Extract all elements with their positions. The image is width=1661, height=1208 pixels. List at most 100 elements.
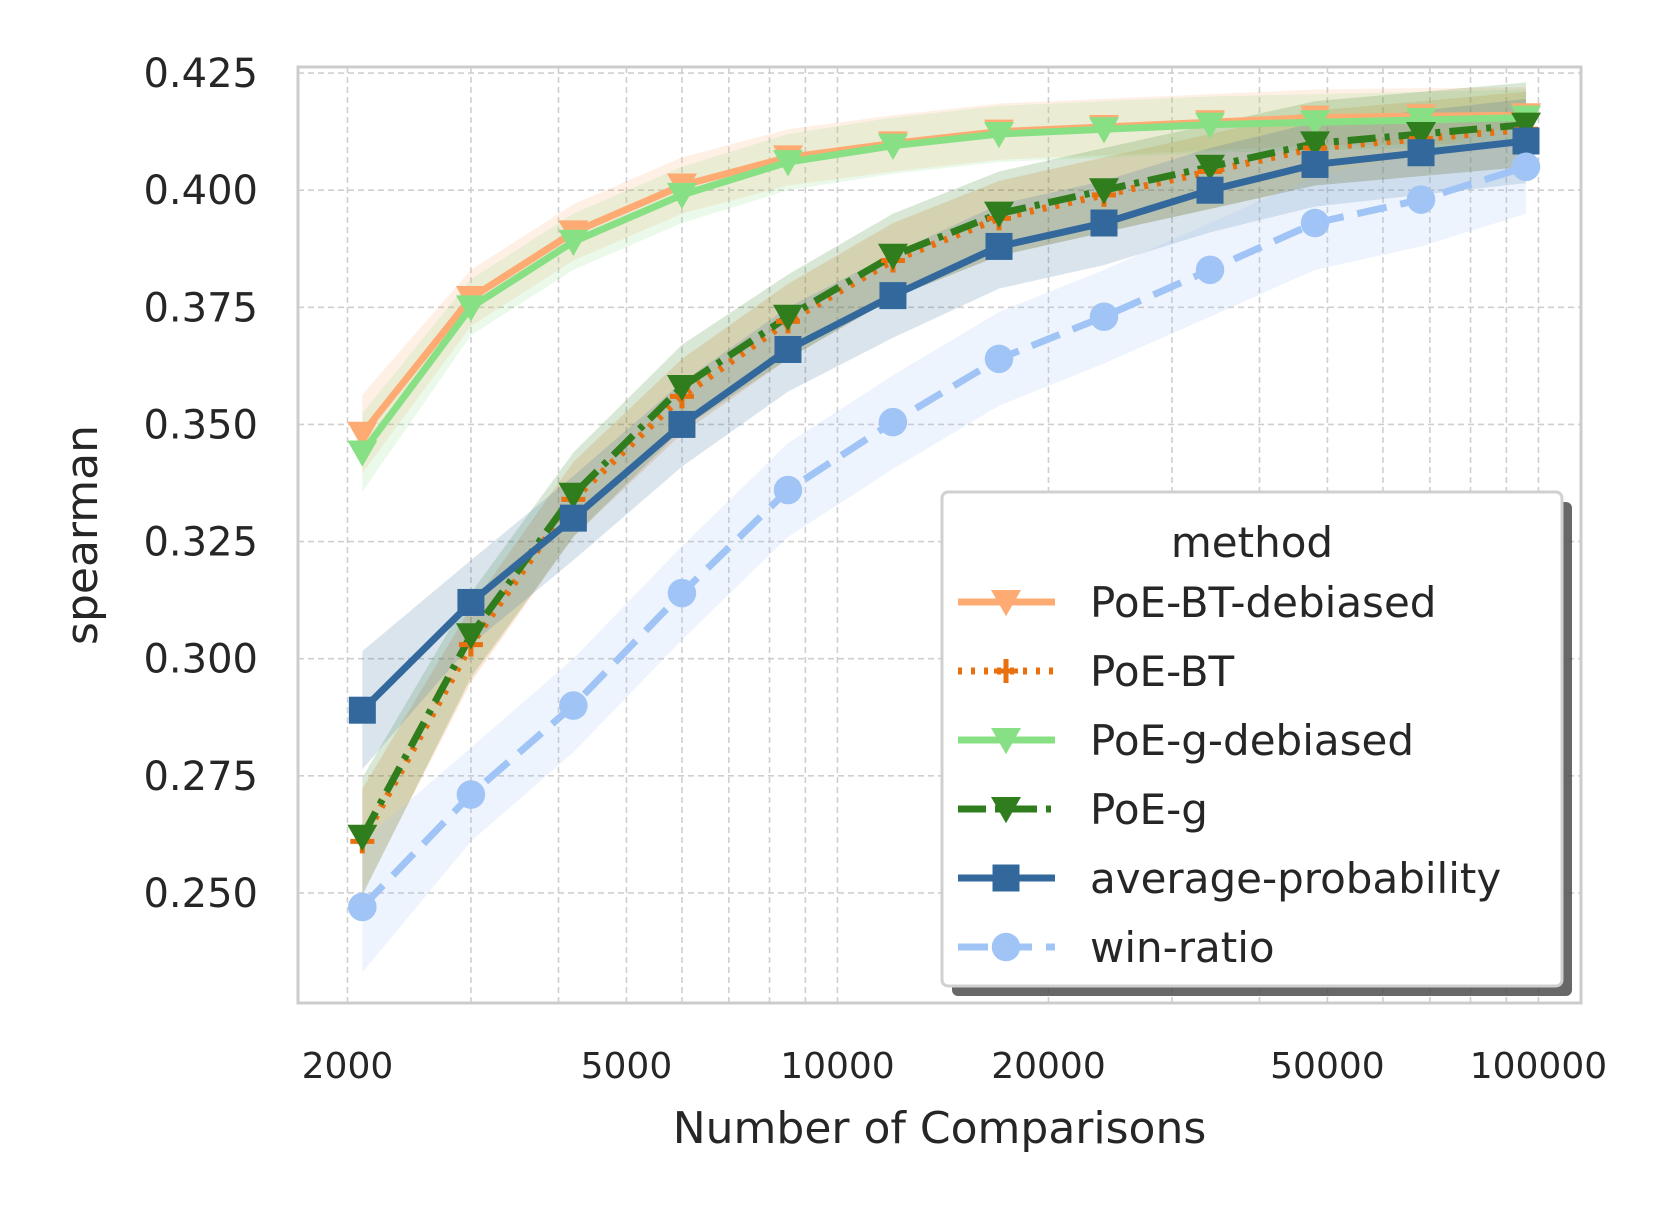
- point-average-probability: [668, 410, 696, 438]
- line-poe-bt: [359, 125, 1527, 844]
- point-win-ratio: [348, 892, 377, 922]
- series-lines: [359, 111, 1528, 910]
- legend-label: PoE-g-debiased: [1090, 716, 1414, 765]
- point-poe-g-debiased: [1300, 110, 1331, 137]
- legend-swatch-marker: [991, 728, 1021, 755]
- legend-label: average-probability: [1090, 854, 1501, 903]
- y-tick-label: 0.300: [143, 637, 258, 683]
- y-tick-label: 0.425: [143, 51, 258, 97]
- markers-win-ratio: [348, 152, 1541, 922]
- point-win-ratio: [984, 344, 1014, 374]
- point-poe-g-debiased: [1406, 107, 1437, 135]
- point-poe-g: [772, 304, 803, 331]
- line-average-probability: [359, 137, 1527, 713]
- legend-item-poe-bt-debiased: PoE-BT-debiased: [958, 578, 1436, 627]
- point-win-ratio: [1089, 302, 1119, 331]
- line-poe-g-debiased: [359, 114, 1527, 455]
- band-poe-g-debiased: [362, 89, 1527, 492]
- point-poe-g-debiased: [772, 150, 803, 177]
- y-axis-label: spearman: [57, 425, 108, 645]
- point-poe-g: [455, 623, 486, 650]
- point-poe-g-debiased: [983, 121, 1014, 149]
- markers-average-probability: [348, 127, 1540, 724]
- legend: method PoE-BT-debiased PoE-BT PoE-g-debias…: [940, 490, 1572, 996]
- point-average-probability: [348, 696, 376, 724]
- band-poe-bt-debiased: [362, 87, 1527, 474]
- point-poe-g: [1195, 154, 1226, 182]
- legend-swatch-marker: [991, 932, 1021, 962]
- x-axis-label: Number of Comparisons: [673, 1103, 1207, 1154]
- y-tick-label: 0.250: [143, 871, 258, 917]
- point-poe-g-debiased: [666, 182, 697, 210]
- y-tick-label: 0.275: [143, 754, 258, 800]
- point-average-probability: [457, 588, 485, 616]
- point-win-ratio: [1406, 185, 1436, 214]
- point-poe-g: [1088, 178, 1119, 205]
- point-win-ratio: [1195, 255, 1225, 285]
- x-tick-label: 2000: [302, 1046, 394, 1087]
- point-poe-g: [983, 201, 1014, 228]
- legend-item-poe-bt: PoE-BT: [958, 647, 1235, 696]
- point-average-probability: [1512, 127, 1540, 155]
- point-average-probability: [879, 282, 907, 310]
- point-win-ratio: [878, 407, 908, 437]
- point-average-probability: [985, 232, 1013, 260]
- legend-label: PoE-BT-debiased: [1090, 578, 1436, 627]
- legend-swatch-marker: [992, 864, 1020, 892]
- legend-items: PoE-BT-debiased PoE-BT PoE-g-debiased PoE-g…: [958, 578, 1501, 972]
- markers-poe-g: [347, 112, 1542, 851]
- line-win-ratio: [359, 163, 1528, 910]
- point-win-ratio: [1511, 152, 1541, 182]
- point-average-probability: [1407, 139, 1435, 167]
- point-poe-g: [347, 824, 378, 851]
- point-poe-g: [877, 243, 908, 271]
- legend-swatch-marker: [991, 797, 1021, 824]
- point-average-probability: [774, 335, 802, 363]
- legend-label: win-ratio: [1090, 923, 1275, 972]
- point-poe-g-debiased: [877, 133, 908, 160]
- x-tick-label: 50000: [1270, 1046, 1385, 1087]
- legend-label: PoE-g: [1090, 785, 1208, 834]
- x-tick-label: 10000: [780, 1046, 895, 1087]
- point-win-ratio: [456, 780, 486, 809]
- legend-swatch-marker: [994, 659, 1018, 683]
- y-tick-label: 0.375: [143, 285, 258, 331]
- legend-swatch-marker: [991, 590, 1021, 617]
- point-poe-g: [666, 374, 697, 402]
- band-poe-bt: [362, 91, 1527, 894]
- point-poe-g-debiased: [1088, 117, 1119, 144]
- point-poe-g-debiased: [558, 229, 589, 256]
- y-tick-label: 0.350: [143, 402, 258, 448]
- markers-poe-g-debiased: [347, 105, 1542, 467]
- x-tick-label: 5000: [581, 1046, 673, 1087]
- y-axis-ticks: 0.250 0.275 0.300 0.325 0.350 0.375 0.400 0.425: [143, 51, 258, 917]
- point-poe-g-debiased: [455, 295, 486, 322]
- point-win-ratio: [773, 475, 803, 505]
- point-poe-g-debiased: [347, 440, 378, 467]
- point-poe-g: [558, 482, 589, 509]
- point-poe-g: [1406, 121, 1437, 149]
- point-poe-g-debiased: [1195, 112, 1226, 139]
- legend-item-win-ratio: win-ratio: [958, 923, 1275, 972]
- point-average-probability: [559, 504, 587, 532]
- line-poe-g: [359, 121, 1527, 839]
- series-markers: [347, 103, 1542, 922]
- point-average-probability: [1301, 150, 1329, 178]
- point-poe-g: [1300, 131, 1331, 158]
- x-axis-ticks: 2000 5000 10000 20000 50000 100000: [302, 1046, 1608, 1087]
- plot-frame: [296, 65, 1583, 1005]
- y-tick-label: 0.400: [143, 168, 258, 214]
- point-win-ratio: [1300, 208, 1330, 238]
- point-poe-bt-debiased: [347, 421, 378, 449]
- legend-item-poe-g-debiased: PoE-g-debiased: [958, 716, 1414, 765]
- point-average-probability: [1196, 176, 1224, 204]
- point-win-ratio: [667, 578, 697, 608]
- y-tick-label: 0.325: [143, 520, 258, 566]
- legend-item-poe-g: PoE-g: [958, 785, 1208, 834]
- point-poe-g: [1511, 112, 1542, 139]
- legend-item-average-probability: average-probability: [958, 854, 1501, 903]
- legend-box: [940, 490, 1564, 988]
- x-tick-label: 100000: [1470, 1046, 1607, 1087]
- legend-title: method: [1171, 518, 1333, 567]
